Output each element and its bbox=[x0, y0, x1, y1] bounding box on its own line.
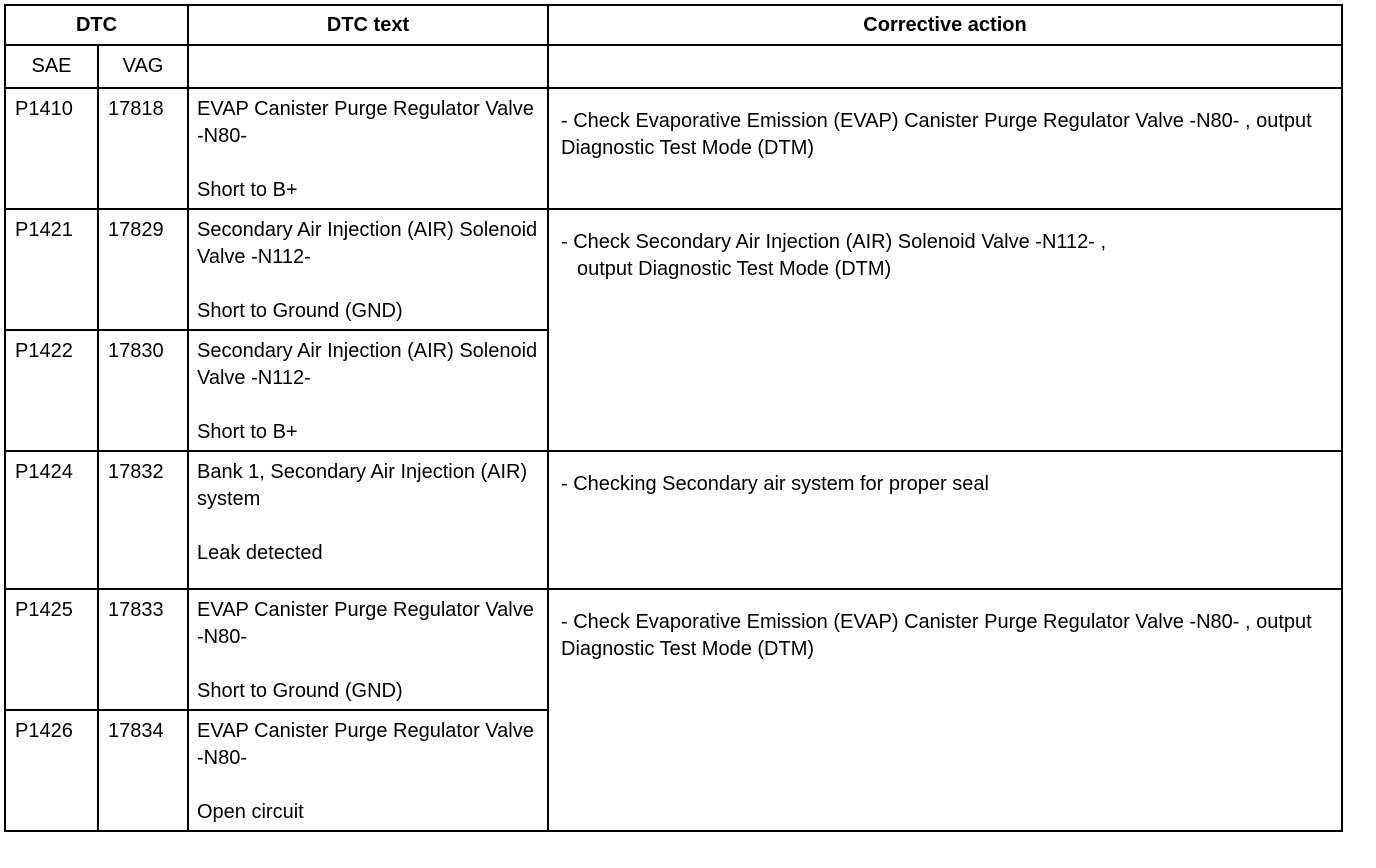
dtc-description: EVAP Canister Purge Regulator Valve -N80… bbox=[197, 599, 534, 648]
table-row: P1422 17830 Secondary Air Injection (AIR… bbox=[4, 329, 1342, 452]
sae-code: P1425 bbox=[4, 588, 99, 711]
header-dtc-text: DTC text bbox=[187, 4, 549, 46]
dtc-text: Secondary Air Injection (AIR) Solenoid V… bbox=[187, 329, 549, 452]
header-corrective-action: Corrective action bbox=[547, 4, 1343, 46]
dtc-table: DTC DTC text Corrective action SAE VAG P… bbox=[4, 4, 1343, 832]
sae-code: P1422 bbox=[4, 329, 99, 452]
vag-code: 17832 bbox=[97, 450, 189, 590]
dtc-description: Bank 1, Secondary Air Injection (AIR) sy… bbox=[197, 461, 528, 510]
action-line: - Check Secondary Air Injection (AIR) So… bbox=[561, 231, 1107, 253]
dtc-fault: Short to Ground (GND) bbox=[197, 680, 403, 702]
sae-code: P1424 bbox=[4, 450, 99, 590]
vag-code: 17830 bbox=[97, 329, 189, 452]
dtc-fault: Open circuit bbox=[197, 801, 304, 823]
table-row: P1424 17832 Bank 1, Secondary Air Inject… bbox=[4, 450, 1343, 590]
dtc-description: Secondary Air Injection (AIR) Solenoid V… bbox=[197, 340, 538, 389]
sae-code: P1410 bbox=[4, 87, 99, 210]
corrective-action: - Check Evaporative Emission (EVAP) Cani… bbox=[547, 588, 1343, 832]
header-sae: SAE bbox=[4, 44, 99, 89]
dtc-text: EVAP Canister Purge Regulator Valve -N80… bbox=[187, 588, 549, 711]
header-dtc: DTC bbox=[4, 4, 189, 46]
vag-code: 17829 bbox=[97, 208, 189, 331]
table-row: P1410 17818 EVAP Canister Purge Regulato… bbox=[4, 87, 1343, 210]
sae-code: P1421 bbox=[4, 208, 99, 331]
header-empty bbox=[187, 44, 549, 89]
header-vag: VAG bbox=[97, 44, 189, 89]
dtc-fault: Short to B+ bbox=[197, 179, 298, 201]
dtc-description: EVAP Canister Purge Regulator Valve -N80… bbox=[197, 720, 534, 769]
dtc-text: Secondary Air Injection (AIR) Solenoid V… bbox=[187, 208, 549, 331]
vag-code: 17833 bbox=[97, 588, 189, 711]
corrective-action: - Check Evaporative Emission (EVAP) Cani… bbox=[547, 87, 1343, 210]
sae-code: P1426 bbox=[4, 709, 99, 832]
vag-code: 17834 bbox=[97, 709, 189, 832]
header-empty bbox=[547, 44, 1343, 89]
dtc-text: EVAP Canister Purge Regulator Valve -N80… bbox=[187, 709, 549, 832]
table-row: P1421 17829 Secondary Air Injection (AIR… bbox=[4, 208, 1343, 452]
corrective-action: - Checking Secondary air system for prop… bbox=[547, 450, 1343, 590]
dtc-description: Secondary Air Injection (AIR) Solenoid V… bbox=[197, 219, 538, 268]
table-row: P1426 17834 EVAP Canister Purge Regulato… bbox=[4, 709, 1342, 832]
dtc-text: Bank 1, Secondary Air Injection (AIR) sy… bbox=[187, 450, 549, 590]
corrective-action: - Check Secondary Air Injection (AIR) So… bbox=[547, 208, 1343, 452]
dtc-fault: Short to Ground (GND) bbox=[197, 300, 403, 322]
vag-code: 17818 bbox=[97, 87, 189, 210]
dtc-description: EVAP Canister Purge Regulator Valve -N80… bbox=[197, 98, 534, 147]
dtc-text: EVAP Canister Purge Regulator Valve -N80… bbox=[187, 87, 549, 210]
table-row: P1425 17833 EVAP Canister Purge Regulato… bbox=[4, 588, 1343, 832]
dtc-fault: Leak detected bbox=[197, 542, 323, 564]
action-line: output Diagnostic Test Mode (DTM) bbox=[577, 258, 892, 280]
dtc-fault: Short to B+ bbox=[197, 421, 298, 443]
